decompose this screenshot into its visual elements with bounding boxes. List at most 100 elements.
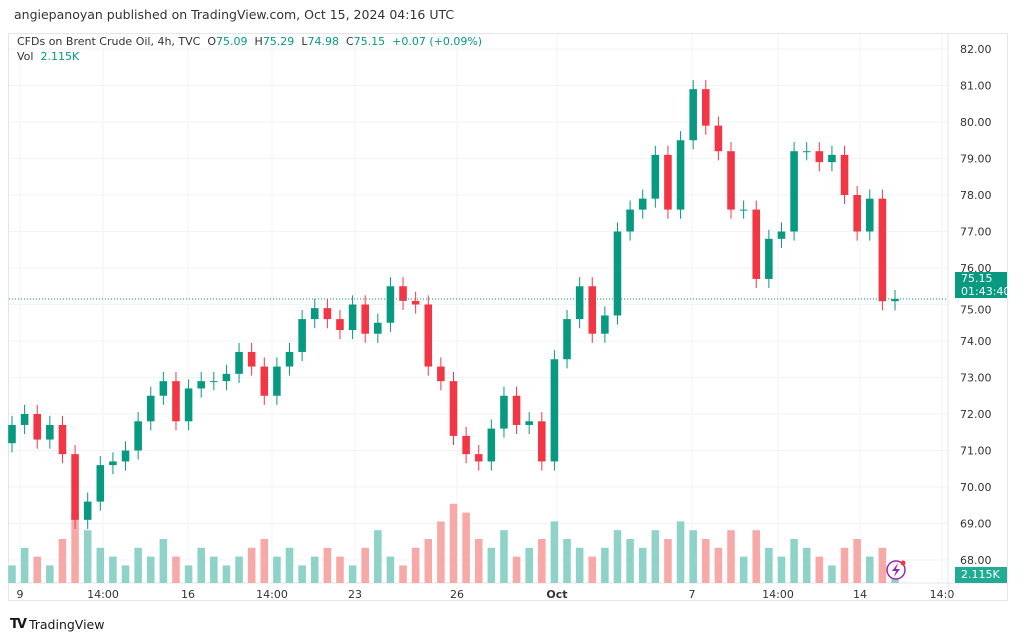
price-tick-label: 81.00 [960,80,992,93]
candle-body [58,424,67,455]
chart-frame [8,33,1008,601]
volume-bar [840,547,849,583]
volume-bar [210,556,218,583]
volume-bar [765,547,773,583]
volume-bar [20,547,29,583]
price-tick-label: 82.00 [960,43,992,56]
candle-body [71,454,79,520]
volume-bar [361,547,369,583]
volume-bar [348,565,357,583]
volume-bar [638,547,647,583]
high-label: H [254,35,263,48]
candle-body [336,319,344,331]
candle-body [702,89,710,126]
volume-bar [462,512,470,583]
candle-body [8,424,16,444]
change-value: +0.07 (+0.09%) [392,35,483,48]
candle-body [449,381,458,436]
volume-bar [273,556,281,583]
volume-bar [260,539,269,583]
candle-body [424,304,433,367]
candle-body [197,381,205,389]
open-label: O [207,35,217,48]
symbol-name[interactable]: CFDs on Brent Crude Oil, 4h, TVC [17,35,201,48]
tradingview-logo[interactable]: TV TradingView [10,617,104,632]
candle-body [588,286,597,334]
volume-bar [8,565,16,583]
volume-bar [575,547,584,583]
price-tick-label: 80.00 [960,116,992,129]
volume-bar [285,547,294,583]
candle-body [235,351,243,374]
volume-bar [487,547,496,583]
candle-body [878,198,887,302]
open-value: 75.09 [216,35,248,48]
candle-body [840,154,849,195]
candle-body [46,424,54,440]
price-tick-label: 72.00 [960,408,992,421]
volume-bar [336,556,344,583]
volume-bar [184,565,193,583]
volume-legend-label: Vol [17,50,34,63]
candle-body [96,465,105,502]
volume-bar [411,547,420,583]
volume-bar [601,547,609,583]
candle-body [777,231,786,239]
tradingview-logo-icon: TV [10,617,27,632]
time-tick-label: Oct [546,588,567,601]
price-tick-label: 71.00 [960,445,992,458]
time-tick-label: 23 [348,588,362,601]
candle-body [83,501,92,520]
volume-bar [146,556,155,583]
last-price-label: 75.15 01:43:40 [955,272,1011,298]
volume-bar [727,530,735,583]
candle-body [121,450,130,462]
volume-bar [714,547,723,583]
volume-bar [790,539,798,583]
close-value: 75.15 [353,35,386,48]
candle-body [285,351,294,367]
volume-bar [386,556,395,583]
candle-body [575,286,584,320]
candle-body [247,351,256,367]
volume-bar [563,539,571,583]
volume-bar [96,547,105,583]
publisher-line: angiepanoyan published on TradingView.co… [14,7,455,22]
volume-bar [815,556,824,583]
candle-body [399,286,407,301]
volume-bar [121,565,130,583]
volume-bar [222,565,231,583]
volume-bar [109,556,117,583]
time-tick-label: 26 [450,588,464,601]
price-tick-label: 77.00 [960,226,992,239]
volume-bar [46,565,54,583]
low-value: 74.98 [307,35,339,48]
volume-bar [310,556,319,583]
candle-body [361,304,369,334]
price-tick-label: 69.00 [960,518,992,531]
volume-bar [33,556,42,583]
bar-countdown: 01:43:40 [961,285,1011,298]
candle-body [273,366,281,396]
low-label: L [301,35,308,48]
volume-bar [550,521,559,583]
volume-bar [83,530,92,583]
price-tick-label: 68.00 [960,554,992,567]
volume-bar [538,539,546,583]
volume-bar [752,530,761,583]
time-tick-label: 14:00 [87,588,119,601]
candle-body [613,231,622,316]
candle-body [815,151,824,163]
volume-bar [424,539,433,583]
time-tick-label: 14:00 [762,588,794,601]
volume-bar [853,539,861,583]
candle-body [146,395,155,422]
candle-body [550,359,559,462]
price-tick-label: 76.00 [960,262,992,275]
candle-body [601,315,609,334]
volume-bar [702,539,710,583]
volume-bar [878,547,887,583]
candle-body [865,198,874,232]
volume-bar [134,547,142,583]
